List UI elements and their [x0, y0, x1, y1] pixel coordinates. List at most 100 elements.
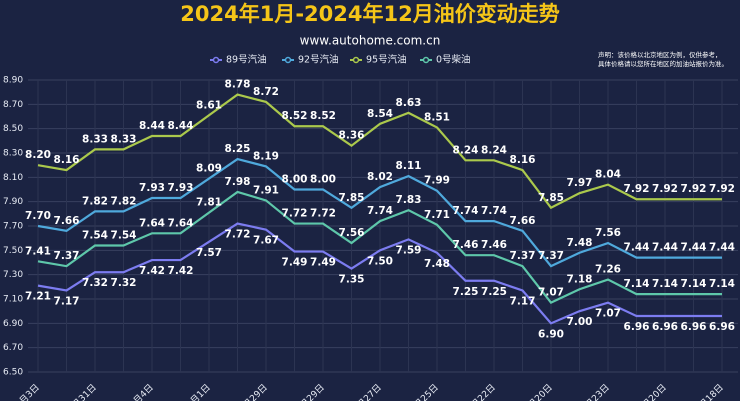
value-label: 8.20	[25, 149, 51, 161]
value-label: 7.25	[481, 286, 507, 298]
y-tick-label: 8.10	[3, 173, 23, 183]
value-label: 7.54	[111, 229, 137, 241]
value-label: 7.72	[282, 208, 308, 220]
value-label: 7.49	[282, 257, 308, 269]
value-label: 6.96	[681, 321, 707, 333]
legend-swatch-dot	[212, 56, 220, 64]
value-label: 8.54	[367, 108, 393, 120]
value-label: 7.44	[652, 242, 678, 254]
y-tick-label: 8.50	[3, 124, 23, 134]
y-tick-label: 8.70	[3, 100, 23, 110]
y-tick-label: 6.50	[3, 368, 23, 378]
value-label: 7.41	[25, 245, 51, 257]
value-label: 7.14	[652, 278, 678, 290]
y-tick-label: 8.30	[3, 149, 23, 159]
value-label: 7.46	[481, 239, 507, 251]
value-label: 7.17	[54, 295, 80, 307]
value-label: 8.61	[196, 99, 222, 111]
value-label: 6.96	[709, 321, 735, 333]
x-tick-label: 10月23日	[575, 382, 612, 401]
value-label: 7.66	[510, 215, 536, 227]
x-tick-label: 6月27日	[351, 382, 384, 401]
chart-title: 2024年1月-2024年12月油价变动走势	[180, 2, 559, 26]
value-label: 7.25	[453, 286, 479, 298]
value-label: 7.97	[567, 177, 593, 189]
value-label: 7.85	[538, 192, 564, 204]
value-label: 7.82	[82, 195, 108, 207]
value-label: 7.64	[139, 217, 165, 229]
value-label: 7.32	[82, 277, 108, 289]
value-label: 7.98	[225, 176, 251, 188]
legend-label: 92号汽油	[298, 54, 339, 66]
value-label: 7.82	[111, 195, 137, 207]
value-label: 7.93	[139, 182, 165, 194]
value-label: 7.18	[567, 273, 593, 285]
x-tick-label: 3月4日	[127, 382, 156, 401]
value-label: 8.19	[253, 150, 279, 162]
value-label: 7.14	[709, 278, 735, 290]
series-line	[37, 157, 722, 268]
series-line	[37, 93, 722, 210]
legend-swatch-dot	[352, 56, 360, 64]
value-label: 7.00	[567, 316, 593, 328]
value-label: 7.42	[168, 265, 194, 277]
value-label: 7.99	[424, 175, 450, 187]
y-tick-label: 7.90	[3, 197, 23, 207]
value-label: 7.91	[253, 184, 279, 196]
value-label: 7.44	[709, 242, 735, 254]
value-label: 7.37	[510, 250, 536, 262]
x-tick-label: 7月25日	[408, 382, 441, 401]
value-label: 7.17	[510, 295, 536, 307]
value-label: 7.81	[196, 197, 222, 209]
value-label: 7.72	[225, 229, 251, 241]
value-label: 7.54	[82, 229, 108, 241]
value-label: 6.96	[624, 321, 650, 333]
value-label: 8.36	[339, 130, 365, 142]
x-tick-label: 9月20日	[522, 382, 555, 401]
y-tick-label: 7.50	[3, 246, 23, 256]
legend-swatch-dot	[284, 56, 292, 64]
value-label: 7.48	[424, 258, 450, 270]
value-label: 7.42	[139, 265, 165, 277]
x-tick-label: 11月20日	[632, 382, 669, 401]
value-label: 7.44	[681, 242, 707, 254]
value-label: 7.44	[624, 242, 650, 254]
value-label: 7.67	[253, 235, 279, 247]
y-tick-label: 8.90	[3, 76, 23, 86]
value-label: 7.85	[339, 192, 365, 204]
value-label: 6.96	[652, 321, 678, 333]
value-label: 7.59	[396, 244, 422, 256]
value-label: 8.52	[282, 110, 308, 122]
value-label: 7.21	[25, 291, 51, 303]
note: 声明：该价格以北京地区为例，仅供参考，	[598, 50, 722, 59]
legend-label: 89号汽油	[226, 54, 267, 66]
value-label: 8.09	[196, 163, 222, 175]
x-tick-label: 8月22日	[465, 382, 498, 401]
y-tick-label: 7.10	[3, 295, 23, 305]
series-line	[37, 222, 722, 325]
y-tick-label: 7.70	[3, 222, 23, 232]
y-tick-label: 6.70	[3, 343, 23, 353]
value-label: 7.74	[453, 205, 479, 217]
value-label: 8.04	[595, 169, 621, 181]
value-label: 7.37	[54, 250, 80, 262]
x-tick-label: 4月29日	[237, 382, 270, 401]
value-label: 8.78	[225, 79, 251, 91]
value-label: 7.56	[339, 227, 365, 239]
value-label: 7.72	[310, 208, 336, 220]
value-label: 8.16	[54, 154, 80, 166]
value-label: 8.11	[396, 160, 422, 172]
value-label: 8.02	[367, 171, 393, 183]
legend-label: 0号柴油	[436, 54, 471, 66]
value-label: 7.71	[424, 209, 450, 221]
note: 具体价格请以您所在地区的加油站报价为准。	[598, 59, 728, 68]
value-label: 8.00	[282, 174, 308, 186]
value-label: 7.92	[709, 183, 735, 195]
x-tick-label: 4月1日	[184, 382, 213, 401]
y-tick-label: 6.90	[3, 319, 23, 329]
value-label: 7.14	[624, 278, 650, 290]
value-label: 7.64	[168, 217, 194, 229]
value-label: 8.24	[481, 144, 507, 156]
value-label: 7.07	[595, 308, 621, 320]
